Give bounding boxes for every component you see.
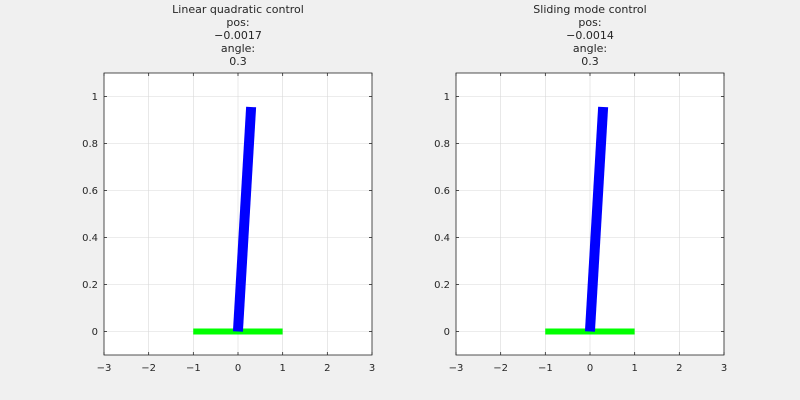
y-tick-label: 0.2 — [434, 280, 450, 291]
y-tick-label: 0 — [444, 327, 450, 338]
x-tick-label: 2 — [676, 363, 682, 374]
y-tick-label: 0.8 — [82, 139, 98, 150]
x-tick-label: 1 — [631, 363, 637, 374]
axes-title-line-5: 0.3 — [581, 55, 599, 68]
x-tick-label: 0 — [235, 363, 241, 374]
x-tick-label: −3 — [449, 363, 464, 374]
y-tick-label: 0.6 — [82, 186, 98, 197]
axes-1: −3 −2 −1 0 1 2 3 0 0.2 0.4 0.6 0.8 1 Linear quadratic… — [82, 3, 375, 374]
axes-title-line-5: 0.3 — [229, 55, 247, 68]
x-tick-label: −1 — [538, 363, 553, 374]
y-tick-label: 0.2 — [82, 280, 98, 291]
x-tick-label: −2 — [141, 363, 156, 374]
y-tick-label: 0.6 — [434, 186, 450, 197]
y-tick-label: 1 — [444, 92, 450, 103]
axes-title-line-2: pos: — [578, 16, 601, 29]
x-tick-label: 3 — [721, 363, 727, 374]
x-tick-label: 0 — [587, 363, 593, 374]
pole-line — [232, 106, 257, 332]
axes-2: −3 −2 −1 0 1 2 3 0 0.2 0.4 0.6 0.8 1 Sliding mode con… — [434, 3, 727, 374]
axes-title-line-1: Sliding mode control — [533, 3, 646, 16]
x-tick-label: −3 — [97, 363, 112, 374]
y-tick-label: 0 — [92, 327, 98, 338]
x-tick-label: 1 — [279, 363, 285, 374]
axes-title-line-2: pos: — [226, 16, 249, 29]
axes-title-line-4: angle: — [221, 42, 255, 55]
y-tick-label: 0.4 — [82, 233, 98, 244]
x-tick-label: −1 — [186, 363, 201, 374]
x-tick-label: 2 — [324, 363, 330, 374]
pole-line — [584, 106, 609, 332]
y-tick-label: 1 — [92, 92, 98, 103]
y-tick-label: 0.4 — [434, 233, 450, 244]
x-tick-label: −2 — [493, 363, 508, 374]
axes-title-line-3: −0.0017 — [214, 29, 262, 42]
x-tick-label: 3 — [369, 363, 375, 374]
y-tick-label: 0.8 — [434, 139, 450, 150]
axes-title-line-3: −0.0014 — [566, 29, 614, 42]
axes-title-line-4: angle: — [573, 42, 607, 55]
axes-title-line-1: Linear quadratic control — [172, 3, 304, 16]
